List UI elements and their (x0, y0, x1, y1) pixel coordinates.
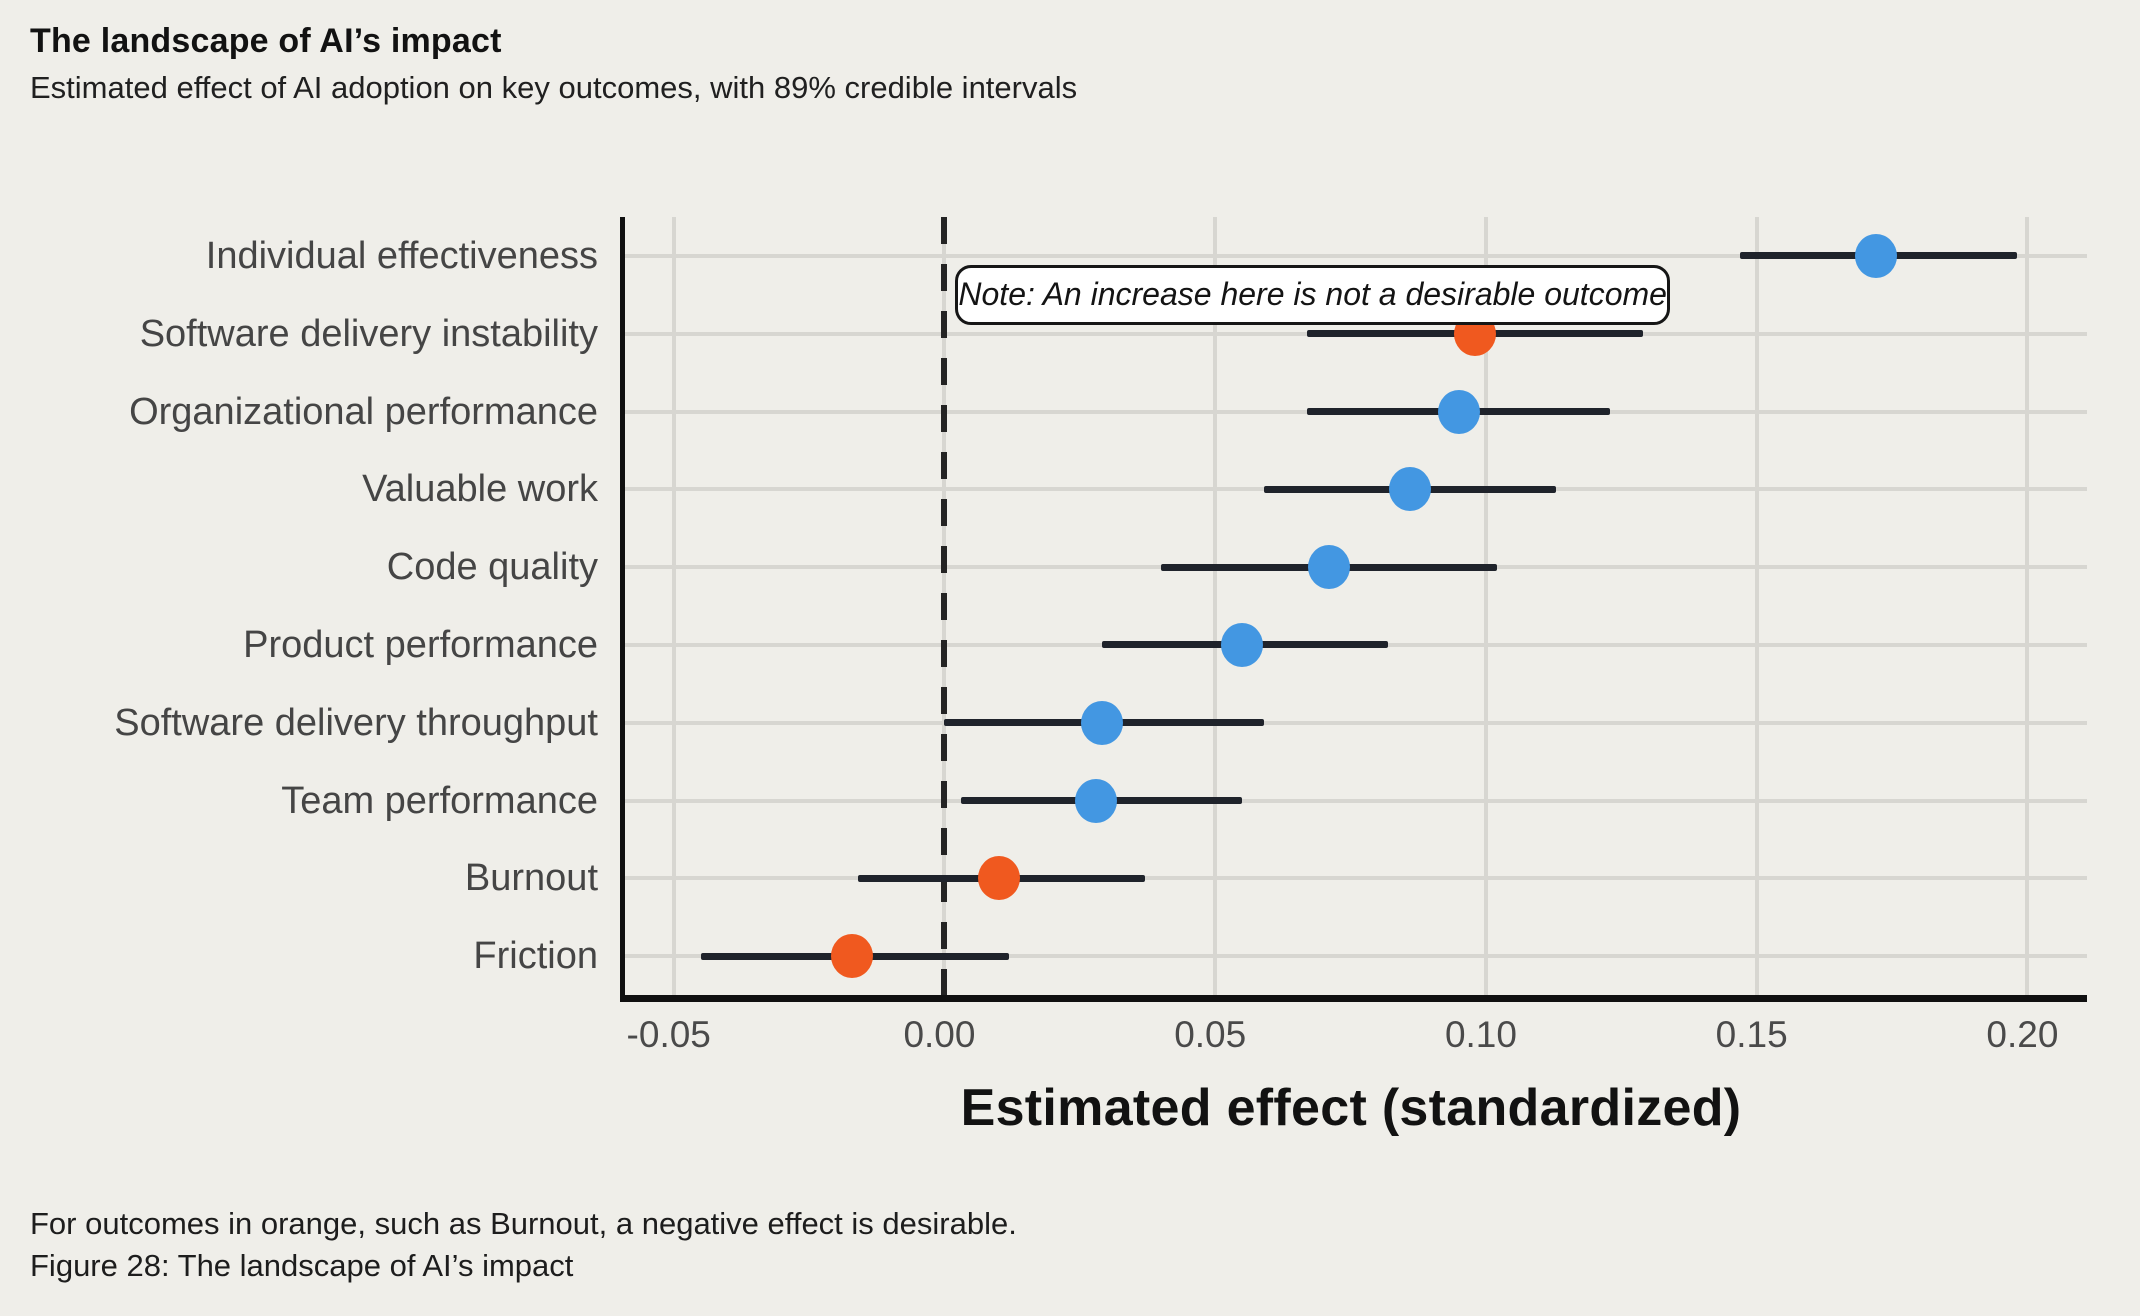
estimate-dot (1854, 233, 1897, 278)
y-axis-label: Organizational performance (129, 390, 598, 433)
chart-title: The landscape of AI’s impact (30, 22, 502, 60)
y-axis-label: Software delivery throughput (114, 701, 598, 744)
y-axis-label: Code quality (386, 546, 598, 589)
chart-subtitle: Estimated effect of AI adoption on key o… (30, 70, 1078, 105)
y-axis-label: Friction (473, 935, 598, 978)
horizontal-gridline (625, 876, 2087, 881)
estimate-dot (1389, 467, 1432, 512)
estimate-dot (1075, 778, 1118, 823)
horizontal-gridline (625, 798, 2087, 803)
note-annotation: Note: An increase here is not a desirabl… (955, 264, 1671, 325)
x-axis-title: Estimated effect (standardized) (960, 1079, 1742, 1137)
horizontal-gridline (625, 253, 2087, 258)
x-axis-tick-labels: -0.05 0.00 0.05 0.10 0.15 0.20 (620, 1014, 2082, 1064)
estimate-dot (977, 856, 1020, 901)
figure-caption: Figure 28: The landscape of AI’s impact (30, 1248, 574, 1283)
x-tick-label: 0.05 (1174, 1014, 1247, 1055)
estimate-dot (1307, 545, 1350, 590)
vertical-gridline (671, 217, 676, 995)
vertical-gridline (2025, 217, 2030, 995)
x-tick-label: 0.15 (1715, 1014, 1788, 1055)
horizontal-gridline (625, 954, 2087, 959)
horizontal-gridline (625, 720, 2087, 725)
vertical-gridline (1483, 217, 1488, 995)
zero-reference-line (941, 217, 948, 995)
footnote-orange-explanation: For outcomes in orange, such as Burnout,… (30, 1206, 1017, 1241)
y-axis-label: Individual effectiveness (205, 234, 598, 277)
vertical-gridline (1213, 217, 1218, 995)
y-axis-label: Burnout (464, 857, 598, 900)
y-axis-label: Team performance (281, 779, 598, 822)
x-tick-label: 0.20 (1986, 1014, 2059, 1055)
estimate-dot (1221, 622, 1264, 667)
y-axis-label: Product performance (243, 623, 598, 666)
estimate-dot (831, 934, 874, 979)
vertical-gridline (1754, 217, 1759, 995)
x-tick-label: 0.10 (1444, 1014, 1517, 1055)
y-axis-labels: Individual effectiveness Software deliver… (0, 217, 598, 995)
estimate-dot (1080, 700, 1123, 745)
x-tick-label: 0.00 (903, 1014, 976, 1055)
y-axis-label: Valuable work (362, 468, 598, 511)
y-axis-label: Software delivery instability (139, 312, 598, 355)
estimate-dot (1437, 389, 1480, 434)
plot-area: Note: An increase here is not a desirabl… (620, 217, 2087, 1002)
x-tick-label: -0.05 (626, 1014, 711, 1055)
